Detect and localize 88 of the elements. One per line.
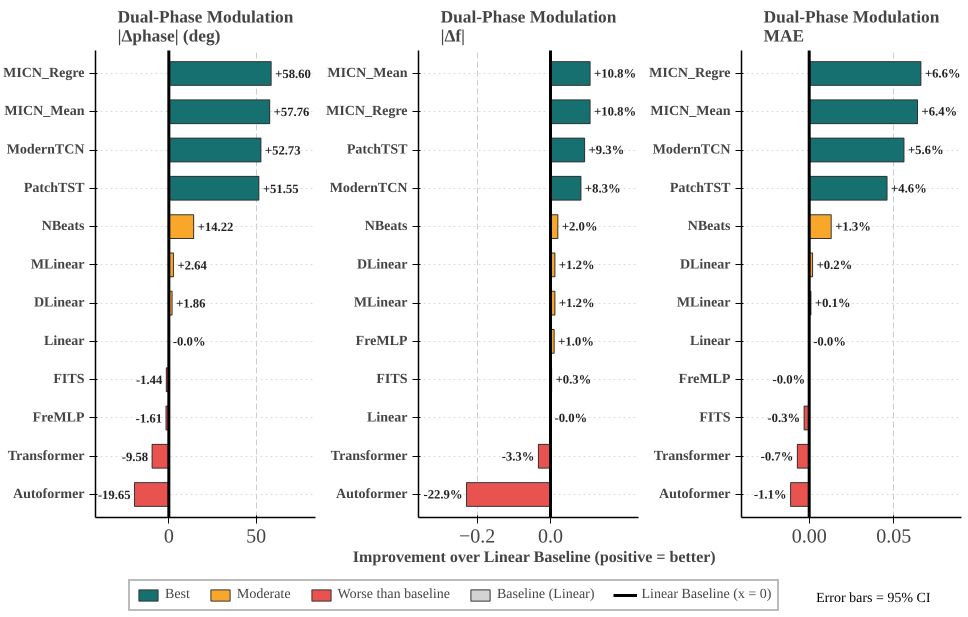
y-tick-label: Transformer bbox=[8, 448, 85, 464]
y-tick-label: Linear bbox=[690, 334, 731, 349]
y-tick-label: NBeats bbox=[42, 219, 86, 234]
y-tick-label: MICN_Mean bbox=[327, 66, 408, 81]
legend-label: Linear Baseline (x = 0) bbox=[642, 587, 772, 603]
y-tick-label: Transformer bbox=[654, 448, 731, 464]
x-tick-label: 0.05 bbox=[876, 526, 912, 548]
y-tick-label: MICN_Mean bbox=[4, 104, 85, 120]
y-tick-label: DLinear bbox=[356, 257, 408, 272]
data-label: +57.76 bbox=[274, 105, 310, 120]
y-tick-label: Linear bbox=[367, 410, 408, 426]
y-tick-label: Autoformer bbox=[658, 487, 731, 502]
data-label: +52.73 bbox=[264, 144, 301, 158]
data-label: -1.61 bbox=[136, 411, 162, 426]
y-tick-label: MLinear bbox=[354, 296, 408, 311]
data-label: -22.9% bbox=[424, 488, 463, 502]
y-tick-label: PatchTST bbox=[346, 142, 408, 158]
data-label: -3.3% bbox=[502, 449, 534, 464]
y-tick-label: FreMLP bbox=[356, 334, 408, 349]
data-label: +51.55 bbox=[262, 182, 299, 196]
chart-title: Dual-Phase Modulation |Δf| bbox=[440, 8, 617, 46]
data-label: +9.3% bbox=[588, 143, 624, 158]
y-tick-label: ModernTCN bbox=[6, 142, 85, 158]
y-tick-label: MLinear bbox=[30, 257, 84, 272]
data-label: +0.3% bbox=[556, 372, 592, 387]
y-tick-label: MICN_Regre bbox=[649, 66, 731, 81]
y-tick-label: PatchTST bbox=[670, 180, 732, 196]
y-tick-label: ModernTCN bbox=[652, 142, 731, 158]
text: Error bars = 95% CI bbox=[816, 591, 931, 606]
y-tick-label: FreMLP bbox=[678, 372, 731, 388]
data-label: -0.0% bbox=[772, 372, 806, 387]
data-label: +8.3% bbox=[584, 181, 621, 196]
x-tick-label: 50 bbox=[246, 526, 266, 548]
y-tick-label: FreMLP bbox=[32, 410, 85, 426]
y-tick-label: FITS bbox=[53, 372, 85, 388]
data-label: +10.8% bbox=[594, 104, 636, 119]
legend-label: Moderate bbox=[236, 587, 291, 603]
data-label: +10.8% bbox=[594, 66, 636, 80]
chart-title: Dual-Phase Modulation |Δphase| (deg) bbox=[118, 8, 294, 46]
data-label: +14.22 bbox=[198, 220, 234, 234]
data-label: +6.6% bbox=[924, 66, 961, 80]
y-tick-label: NBeats bbox=[688, 219, 732, 234]
data-label: +1.2% bbox=[558, 258, 595, 272]
data-label: -1.1% bbox=[754, 488, 787, 502]
data-label: -1.44 bbox=[136, 373, 163, 388]
data-label: +1.3% bbox=[835, 220, 871, 234]
chart-title: Dual-Phase Modulation MAE bbox=[764, 8, 940, 46]
y-tick-label: DLinear bbox=[34, 296, 85, 311]
x-tick-label: 0 bbox=[164, 526, 174, 548]
y-tick-label: FITS bbox=[376, 372, 408, 388]
y-tick-label: MICN_Mean bbox=[650, 104, 731, 120]
x-tick-label: 0.0 bbox=[538, 526, 563, 548]
data-label: -19.65 bbox=[98, 488, 131, 502]
x-axis-title: Improvement over Linear Baseline (positive = better) bbox=[352, 549, 716, 566]
y-tick-label: MICN_Regre bbox=[326, 104, 408, 120]
y-tick-label: DLinear bbox=[680, 257, 731, 272]
y-tick-label: MICN_Regre bbox=[3, 66, 85, 81]
x-tick-label: 0.00 bbox=[792, 526, 827, 548]
legend-label: Baseline (Linear) bbox=[496, 587, 594, 603]
data-label: +2.0% bbox=[562, 220, 598, 234]
data-label: -0.0% bbox=[172, 334, 206, 348]
y-tick-label: Transformer bbox=[330, 448, 408, 464]
data-label: +1.0% bbox=[558, 334, 594, 348]
data-label: +5.6% bbox=[908, 143, 944, 158]
y-tick-label: Autoformer bbox=[12, 487, 85, 502]
y-tick-label: NBeats bbox=[364, 219, 408, 234]
y-tick-label: MLinear bbox=[676, 296, 730, 311]
y-tick-label: Autoformer bbox=[336, 487, 408, 502]
legend-label: Worse than baseline bbox=[338, 587, 450, 603]
data-label: +6.4% bbox=[922, 104, 958, 119]
data-label: -0.0% bbox=[554, 410, 588, 425]
data-label: +58.60 bbox=[275, 66, 311, 81]
data-label: -0.0% bbox=[813, 334, 846, 348]
data-label: -9.58 bbox=[122, 450, 148, 464]
data-label: +1.86 bbox=[176, 296, 206, 311]
x-tick-label: −0.2 bbox=[459, 526, 496, 548]
y-tick-label: PatchTST bbox=[24, 180, 86, 196]
data-label: +4.6% bbox=[891, 181, 927, 196]
data-label: +0.1% bbox=[814, 296, 851, 310]
legend-label: Best bbox=[165, 587, 190, 603]
data-label: +0.2% bbox=[816, 258, 852, 272]
data-label: -0.7% bbox=[760, 449, 794, 464]
data-label: +2.64 bbox=[177, 258, 208, 272]
y-tick-label: Linear bbox=[44, 334, 85, 349]
data-label: +1.2% bbox=[558, 296, 595, 310]
y-tick-label: ModernTCN bbox=[330, 180, 408, 196]
data-label: -0.3% bbox=[767, 410, 800, 425]
y-tick-label: FITS bbox=[699, 410, 731, 426]
